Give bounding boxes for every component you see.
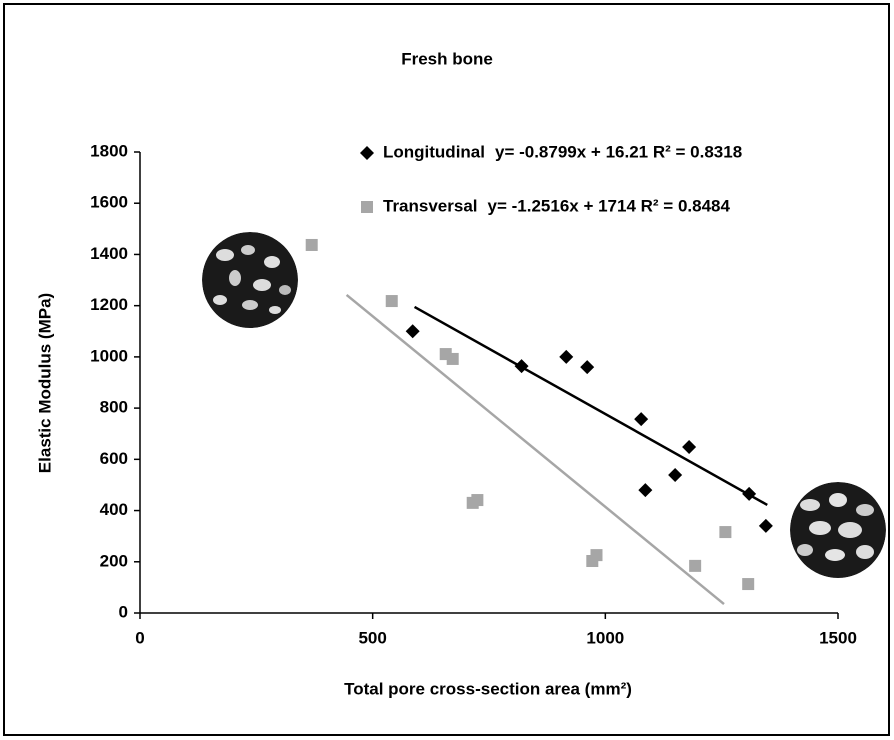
point: [638, 483, 653, 498]
legend-equation: y= -0.8799x + 16.21 R² = 0.8318: [495, 142, 742, 161]
point: [385, 295, 398, 308]
legend-marker: [360, 146, 374, 160]
legend-equation: y= -1.2516x + 1714 R² = 0.8484: [488, 196, 731, 215]
point: [689, 559, 702, 572]
legend-label: Transversal: [383, 196, 478, 215]
legend-label: Longitudinal: [383, 142, 485, 161]
point: [305, 238, 318, 251]
pore-image: [790, 482, 886, 578]
y-tick-label: 800: [100, 398, 128, 417]
x-tick-label: 1000: [586, 628, 624, 647]
y-tick-label: 1200: [90, 295, 128, 314]
y-axis-label: Elastic Modulus (MPa): [35, 293, 54, 473]
y-tick-label: 1000: [90, 346, 128, 365]
frame: [3, 3, 890, 736]
point: [742, 578, 755, 591]
trendline: [413, 305, 768, 507]
x-tick-label: 1500: [819, 628, 857, 647]
y-tick-label: 1600: [90, 193, 128, 212]
point: [471, 494, 484, 507]
point: [742, 486, 757, 501]
point: [719, 526, 732, 539]
point: [682, 440, 697, 455]
point: [634, 412, 649, 427]
trendline: [345, 293, 725, 606]
legend-marker: [361, 201, 373, 213]
point: [559, 349, 574, 364]
y-tick-label: 1800: [90, 141, 128, 160]
point: [590, 549, 603, 562]
point: [758, 518, 773, 533]
point: [514, 359, 529, 374]
pore-image: [202, 232, 298, 328]
point: [446, 352, 459, 365]
point: [668, 467, 683, 482]
y-tick-label: 400: [100, 500, 128, 519]
x-tick-label: 0: [135, 628, 144, 647]
x-axis-label: Total pore cross-section area (mm²): [344, 679, 632, 698]
chart-title: Fresh bone: [401, 49, 493, 68]
y-tick-label: 0: [119, 602, 128, 621]
y-tick-label: 1400: [90, 244, 128, 263]
x-tick-label: 500: [358, 628, 386, 647]
point: [405, 324, 420, 339]
y-tick-label: 600: [100, 449, 128, 468]
point: [580, 360, 595, 375]
y-tick-label: 200: [100, 551, 128, 570]
